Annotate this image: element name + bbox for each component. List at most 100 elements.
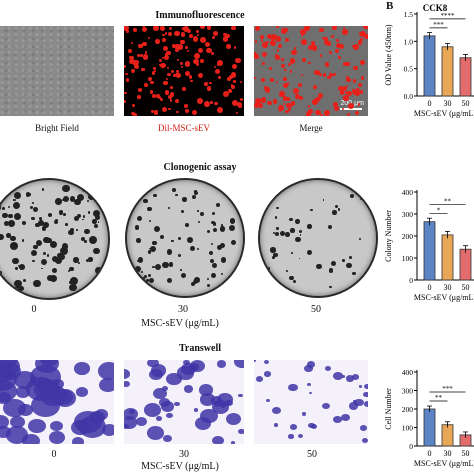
colony [30, 249, 38, 257]
merge-fluorescent-dot [359, 90, 364, 94]
y-tick-label: 200 [402, 232, 414, 241]
merge-fluorescent-dot [254, 51, 258, 58]
stained-cell-cluster [0, 415, 10, 429]
merge-fluorescent-dot [280, 58, 284, 61]
stained-cell-cluster [272, 407, 281, 415]
dil-fluorescent-dot [159, 63, 162, 67]
colony [70, 277, 79, 286]
dil-fluorescent-dot [216, 106, 223, 113]
stained-cell-cluster [136, 417, 148, 427]
dil-fluorescent-dot [217, 63, 220, 66]
merge-fluorescent-dot [345, 84, 349, 88]
stained-cell-cluster [288, 434, 294, 439]
colony [3, 220, 10, 227]
dil-fluorescent-dot [189, 75, 193, 79]
stained-cell-cluster [254, 360, 257, 363]
colony [55, 256, 63, 264]
y-tick-label: 100 [402, 424, 414, 433]
colony [14, 212, 22, 221]
merge-fluorescent-dot [274, 54, 279, 58]
dil-fluorescent-dot [160, 62, 166, 69]
colony [211, 220, 216, 225]
merge-fluorescent-dot [262, 52, 268, 58]
stained-cell-cluster [364, 400, 368, 407]
transwell-image-30 [124, 360, 244, 444]
dil-fluorescent-dot [147, 76, 152, 81]
stained-cell-cluster [101, 423, 114, 436]
colony [209, 258, 215, 263]
stained-cell-cluster [15, 386, 31, 399]
dil-fluorescent-dot [163, 54, 169, 61]
colony [220, 272, 223, 275]
colony [15, 284, 23, 292]
stained-cell-cluster [358, 384, 362, 388]
colony [8, 214, 13, 219]
merge-fluorescent-dot [289, 70, 293, 73]
clonogenic-dose-30: 30 [178, 304, 188, 315]
bar [423, 35, 436, 97]
merge-fluorescent-dot [271, 34, 278, 41]
merge-fluorescent-dot [279, 91, 285, 97]
colony [222, 189, 226, 193]
colony [93, 209, 101, 217]
merge-fluorescent-dot [351, 89, 356, 94]
colony [39, 218, 42, 221]
colony [352, 271, 356, 276]
colony [2, 213, 8, 219]
colony [220, 256, 227, 263]
colony [141, 277, 146, 282]
merge-fluorescent-dot [282, 96, 288, 101]
colony [349, 194, 354, 199]
stained-cell-cluster [333, 372, 344, 381]
colony [229, 218, 235, 224]
stained-cell-cluster [162, 434, 173, 443]
transwell-dose-0: 0 [51, 449, 57, 460]
dil-fluorescent-dot [162, 107, 167, 113]
dil-fluorescent-dot [210, 101, 213, 104]
colony-number-bar-chart: Colony Number 0 100 200 300 400 0 30 50 *** MSC-sE… [384, 188, 474, 302]
colony [39, 216, 43, 220]
merge-fluorescent-dot [300, 29, 306, 35]
dil-fluorescent-dot [129, 56, 134, 60]
colony [292, 280, 296, 284]
colony [219, 226, 226, 232]
x-axis-label: MSC-sEV (μg/mL) [414, 293, 474, 302]
stained-cell-cluster [216, 360, 226, 368]
colony [180, 209, 184, 213]
dil-fluorescent-dot [200, 59, 205, 64]
x-tick-label: 0 [428, 99, 432, 108]
dil-fluorescent-dot [174, 43, 181, 50]
merge-fluorescent-dot [314, 69, 320, 76]
chart-title: CCK8 [423, 3, 448, 13]
dil-fluorescent-dot [124, 26, 129, 32]
colony [46, 254, 50, 257]
bar [441, 424, 454, 447]
colony [206, 229, 210, 233]
merge-fluorescent-dot [284, 68, 287, 72]
colony [52, 267, 58, 273]
colony [180, 269, 183, 272]
dil-fluorescent-dot [132, 113, 137, 116]
dil-fluorescent-dot [169, 86, 173, 90]
colony [137, 257, 144, 263]
dil-fluorescent-dot [165, 32, 168, 35]
colony [360, 196, 364, 201]
dil-fluorescent-dot [125, 29, 129, 34]
colony [33, 279, 41, 288]
merge-fluorescent-dot [286, 82, 290, 86]
colony [166, 277, 173, 284]
colony [280, 231, 286, 237]
y-axis-label: Colony Number [384, 210, 393, 262]
merge-fluorescent-dot [254, 54, 258, 59]
dil-fluorescent-dot [211, 36, 215, 40]
dil-fluorescent-dot [151, 71, 155, 75]
dil-fluorescent-dot [239, 97, 243, 101]
merge-fluorescent-dot [254, 40, 257, 43]
dil-fluorescent-dot [185, 108, 190, 113]
merge-fluorescent-dot [285, 102, 292, 109]
colony [206, 283, 211, 287]
stained-cell-cluster [359, 424, 368, 431]
stained-cell-cluster [183, 385, 193, 393]
significance-label: * [437, 207, 441, 215]
colony [32, 206, 38, 212]
